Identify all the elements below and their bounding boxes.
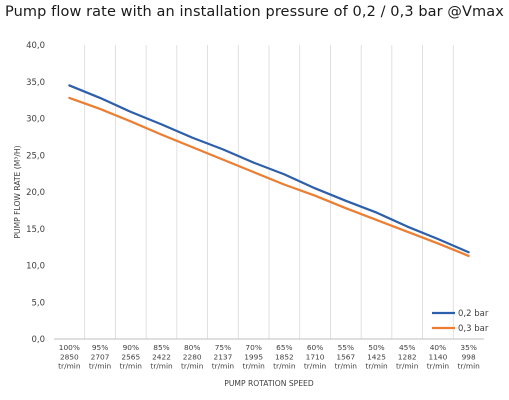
x-tick-label: 70% 1995 tr/min <box>242 343 265 371</box>
axes: 0,0 5,0 10,0 15,0 20,0 25,0 30,0 35,0 40,0 100% 28… <box>13 41 484 388</box>
x-tick-label: 55% 1567 tr/min <box>335 343 358 371</box>
y-axis-title: PUMP FLOW RATE (M³/H) <box>13 145 22 238</box>
x-tick-label: 85% 2422 tr/min <box>150 343 173 371</box>
x-tick-label: 75% 2137 tr/min <box>212 343 235 371</box>
x-tick-label: 65% 1852 tr/min <box>273 343 296 371</box>
x-tick-label: 95% 2707 tr/min <box>89 343 112 371</box>
y-tick-label: 20,0 <box>26 188 45 198</box>
y-tick-label: 35,0 <box>26 78 45 88</box>
x-tick-label: 40% 1140 tr/min <box>427 343 450 371</box>
x-tick-label: 90% 2565 tr/min <box>120 343 143 371</box>
y-tick-label: 15,0 <box>26 225 45 235</box>
y-tick-label: 0,0 <box>31 335 45 345</box>
series-lines <box>68 84 470 258</box>
x-tick-label: 45% 1282 tr/min <box>396 343 419 371</box>
series-line-2 <box>68 96 470 258</box>
x-tick-label: 60% 1710 tr/min <box>304 343 327 371</box>
chart-title: Pump flow rate with an installation pres… <box>5 4 504 20</box>
x-tick-label: 50% 1425 tr/min <box>365 343 388 371</box>
x-tick-label: 80% 2280 tr/min <box>181 343 204 371</box>
y-tick-label: 40,0 <box>26 41 45 51</box>
x-tick-label: 35% 998 tr/min <box>457 343 480 371</box>
legend-label: 0,2 bar <box>458 309 489 319</box>
y-tick-label: 5,0 <box>31 298 45 308</box>
x-axis-title: PUMP ROTATION SPEED <box>224 379 314 388</box>
legend-label: 0,3 bar <box>458 324 489 334</box>
legend: 0,2 bar 0,3 bar <box>432 309 489 334</box>
series-line-1 <box>68 84 470 254</box>
y-tick-label: 30,0 <box>26 115 45 125</box>
grid-lines <box>84 45 454 339</box>
y-tick-label: 10,0 <box>26 262 45 272</box>
x-tick-label: 100% 2850 tr/min <box>58 343 81 371</box>
y-tick-label: 25,0 <box>26 151 45 161</box>
